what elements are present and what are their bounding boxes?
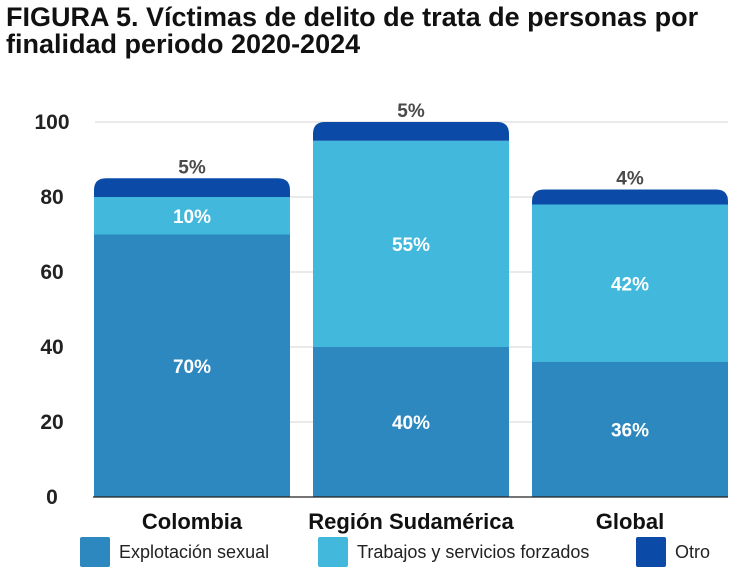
bar-2-explotacion [532,362,728,497]
bar-0-explotacion [94,234,290,497]
bar-2-trabajos [532,204,728,362]
legend-swatch-otro [636,537,666,567]
legend-label-explotacion: Explotación sexual [119,541,270,562]
y-tick-label-60: 60 [40,261,63,284]
legend-item-trabajos: Trabajos y servicios forzados [318,537,589,567]
bar-1-trabajos-label: 55% [392,235,430,256]
bar-1-trabajos [313,140,509,347]
legend-label-trabajos: Trabajos y servicios forzados [357,541,590,562]
chart-title-line-2: finalidad periodo 2020-2024 [6,29,361,59]
bar-0-trabajos [94,197,290,235]
bar-2-otro [532,189,728,205]
bar-1-explotacion-label: 40% [392,413,430,434]
bar-1-otro-label: 5% [397,101,425,122]
bar-0-otro-label: 5% [178,157,206,178]
x-category-label-1: Región Sudamérica [308,509,514,534]
x-category-label-2: Global [596,509,664,534]
bar-2-otro-label: 4% [616,169,644,190]
legend-swatch-explotacion [80,537,110,567]
bar-2-trabajos-label: 42% [611,274,649,295]
legend-item-otro: Otro [636,537,710,567]
bar-0-otro [94,178,290,197]
legend-swatch-trabajos [318,537,348,567]
legend-item-explotacion: Explotación sexual [80,537,269,567]
legend: Explotación sexual Trabajos y servicios … [0,537,739,571]
chart-title: FIGURA 5. Víctimas de delito de trata de… [6,4,734,58]
bar-1-explotacion [313,347,509,497]
bar-0-trabajos-label: 10% [173,207,211,228]
y-tick-label-80: 80 [40,186,63,209]
chart-title-line-1: FIGURA 5. Víctimas de delito de trata de… [6,2,699,32]
bar-0-explotacion-label: 70% [173,357,211,378]
bar-1-otro [313,122,509,141]
stacked-bar-chart: 0 20 40 60 80 100 70% 10% 5% Colombia 40% 55% 5% Regi… [34,101,728,534]
y-tick-label-40: 40 [40,336,63,359]
y-tick-label-20: 20 [40,411,63,434]
y-tick-label-100: 100 [34,111,69,134]
legend-label-otro: Otro [675,541,711,562]
bar-2-explotacion-label: 36% [611,421,649,442]
y-tick-label-0: 0 [46,486,58,509]
x-category-label-0: Colombia [142,509,243,534]
